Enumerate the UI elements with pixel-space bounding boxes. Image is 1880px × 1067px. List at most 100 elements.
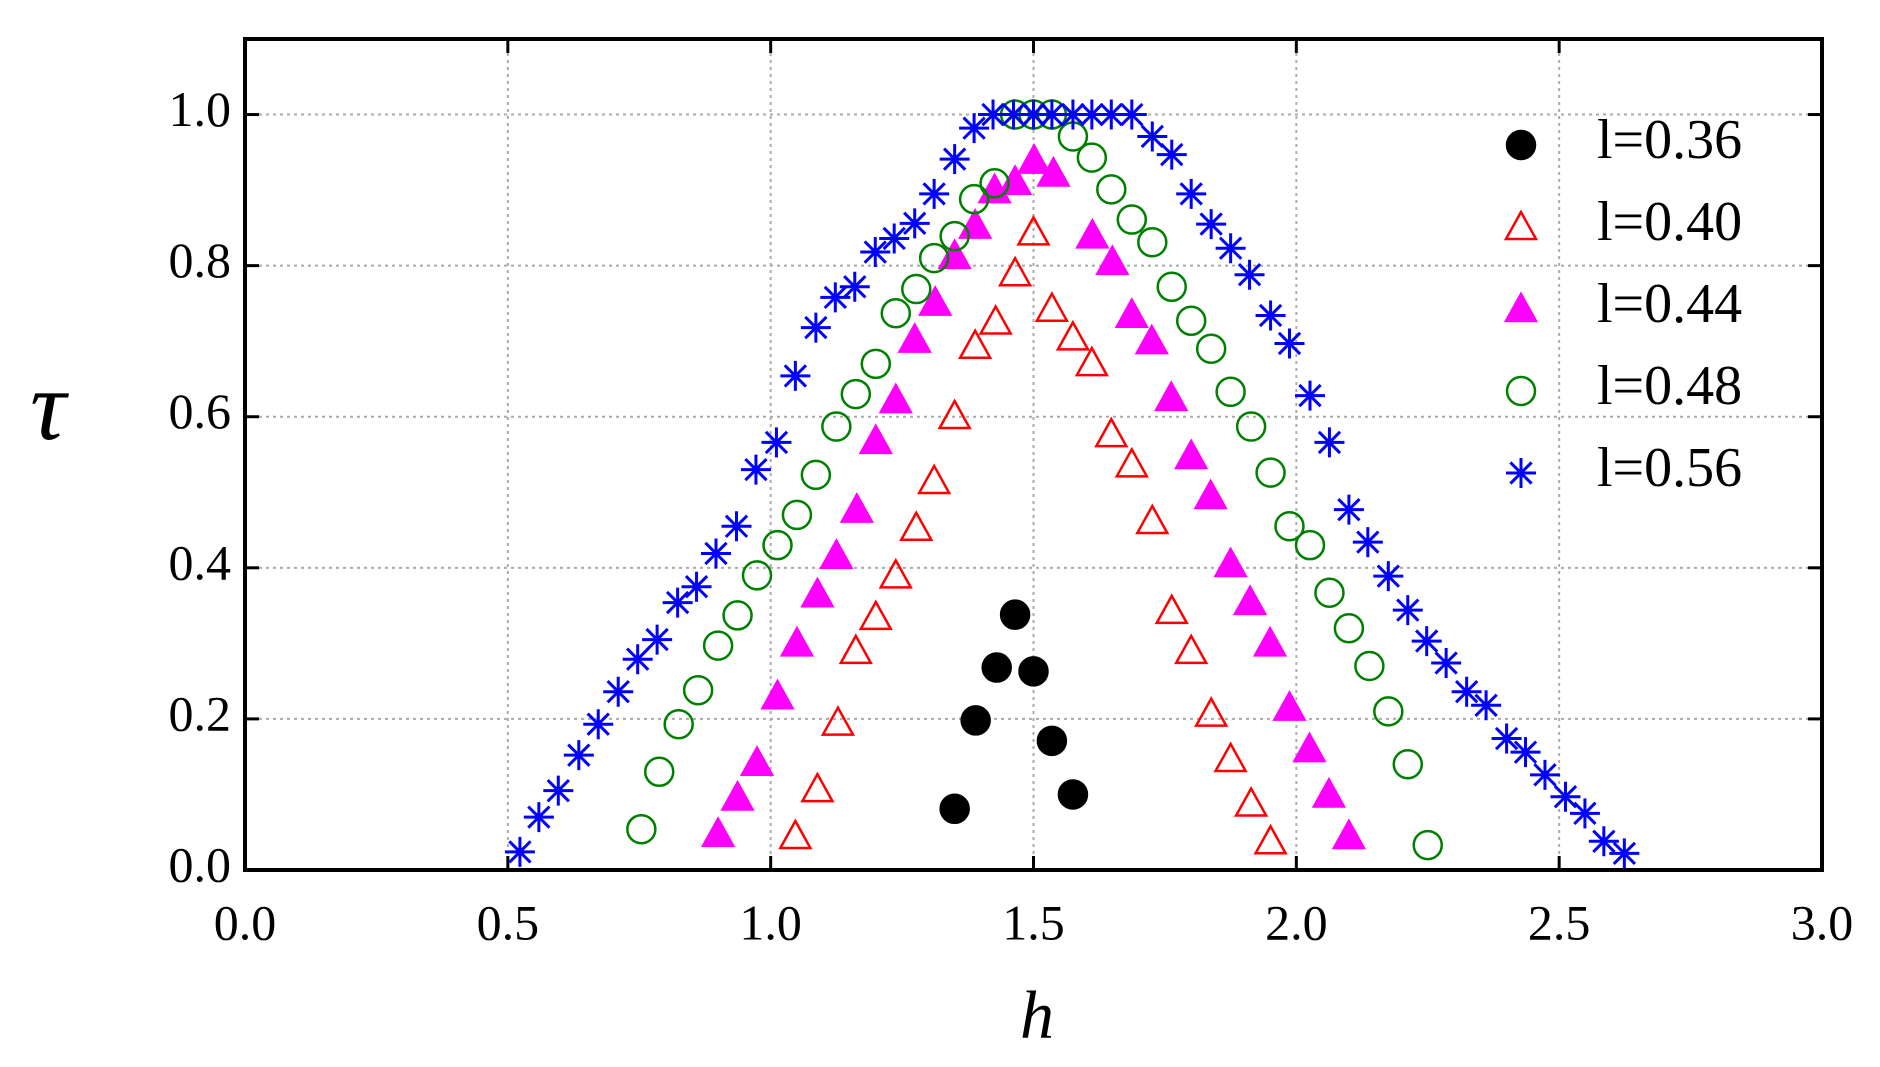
marker xyxy=(1116,204,1148,235)
plot-frame xyxy=(243,37,1824,872)
marker xyxy=(1333,613,1365,644)
marker xyxy=(1529,759,1560,790)
marker xyxy=(1392,748,1424,780)
marker xyxy=(1134,323,1169,355)
marker xyxy=(1232,584,1268,616)
marker xyxy=(899,208,930,239)
marker xyxy=(1255,300,1286,331)
marker xyxy=(979,168,1010,199)
marker xyxy=(1156,271,1188,303)
marker xyxy=(1076,142,1108,173)
x-tick-label: 3.0 xyxy=(1791,894,1854,950)
marker xyxy=(1311,776,1347,808)
marker xyxy=(1373,561,1404,592)
marker xyxy=(1491,723,1522,754)
marker xyxy=(583,709,614,740)
marker xyxy=(1036,155,1071,187)
marker xyxy=(1095,244,1130,276)
marker xyxy=(1272,690,1307,721)
marker xyxy=(663,708,694,740)
marker xyxy=(1194,696,1229,727)
marker xyxy=(1255,457,1286,488)
marker xyxy=(918,242,950,274)
marker xyxy=(1016,143,1052,174)
marker xyxy=(879,223,910,254)
marker xyxy=(1331,818,1367,850)
marker xyxy=(1135,503,1170,535)
marker xyxy=(918,285,953,316)
marker xyxy=(721,511,752,542)
marker xyxy=(860,348,892,380)
marker xyxy=(821,411,852,442)
y-tick-label: 0.4 xyxy=(169,534,232,590)
marker xyxy=(1352,527,1383,558)
x-tick-label: 1.0 xyxy=(739,894,802,950)
legend-label: l=0.36 xyxy=(1597,109,1742,171)
marker xyxy=(1176,178,1207,209)
marker xyxy=(1215,376,1246,408)
marker xyxy=(958,328,993,359)
marker xyxy=(779,625,815,657)
marker xyxy=(760,678,795,710)
marker xyxy=(899,510,934,542)
marker xyxy=(1274,328,1305,359)
marker xyxy=(839,271,870,302)
marker xyxy=(960,705,991,736)
marker xyxy=(800,576,835,608)
marker xyxy=(1096,174,1127,205)
marker xyxy=(682,674,714,706)
marker xyxy=(1174,438,1209,470)
marker xyxy=(1175,305,1207,337)
marker xyxy=(1550,781,1581,812)
legend-label: l=0.56 xyxy=(1597,437,1742,499)
marker xyxy=(1057,779,1089,810)
marker xyxy=(998,99,1029,130)
marker xyxy=(1431,648,1462,679)
marker xyxy=(880,297,912,329)
marker xyxy=(897,322,932,353)
marker xyxy=(999,599,1031,630)
marker xyxy=(780,360,811,391)
marker xyxy=(1295,380,1325,411)
marker xyxy=(981,652,1012,683)
marker xyxy=(1094,416,1129,448)
marker xyxy=(1471,690,1502,721)
x-axis-label: h xyxy=(1020,977,1054,1053)
marker xyxy=(800,459,832,491)
marker xyxy=(1137,121,1168,152)
marker xyxy=(840,378,872,410)
marker xyxy=(700,816,736,847)
marker xyxy=(1252,625,1288,657)
legend-label: l=0.44 xyxy=(1597,273,1742,335)
y-tick-label: 1.0 xyxy=(169,81,232,137)
marker xyxy=(939,793,970,825)
marker xyxy=(702,630,734,661)
x-tick-label: 2.5 xyxy=(1528,894,1591,950)
legend-marker xyxy=(1506,458,1536,488)
marker xyxy=(1510,737,1541,768)
marker xyxy=(1114,297,1149,328)
marker xyxy=(919,178,950,209)
marker xyxy=(878,382,913,414)
marker xyxy=(523,802,554,833)
marker xyxy=(504,836,535,867)
legend-marker xyxy=(1505,375,1537,407)
x-tick-label: 2.0 xyxy=(1265,894,1328,950)
legend-marker xyxy=(1505,129,1537,161)
marker xyxy=(838,633,873,665)
marker xyxy=(937,398,972,430)
marker xyxy=(1314,427,1345,458)
marker xyxy=(1392,595,1423,626)
legend-label: l=0.40 xyxy=(1597,191,1742,253)
marker xyxy=(626,813,657,845)
marker xyxy=(858,423,893,455)
marker xyxy=(762,529,793,561)
marker xyxy=(740,454,771,485)
marker xyxy=(1076,99,1107,130)
marker xyxy=(978,303,1013,335)
marker xyxy=(820,282,851,313)
y-tick-label: 0.6 xyxy=(169,383,232,439)
marker xyxy=(1156,139,1187,170)
x-tick-label: 1.5 xyxy=(1002,894,1065,950)
marker xyxy=(1057,99,1088,130)
